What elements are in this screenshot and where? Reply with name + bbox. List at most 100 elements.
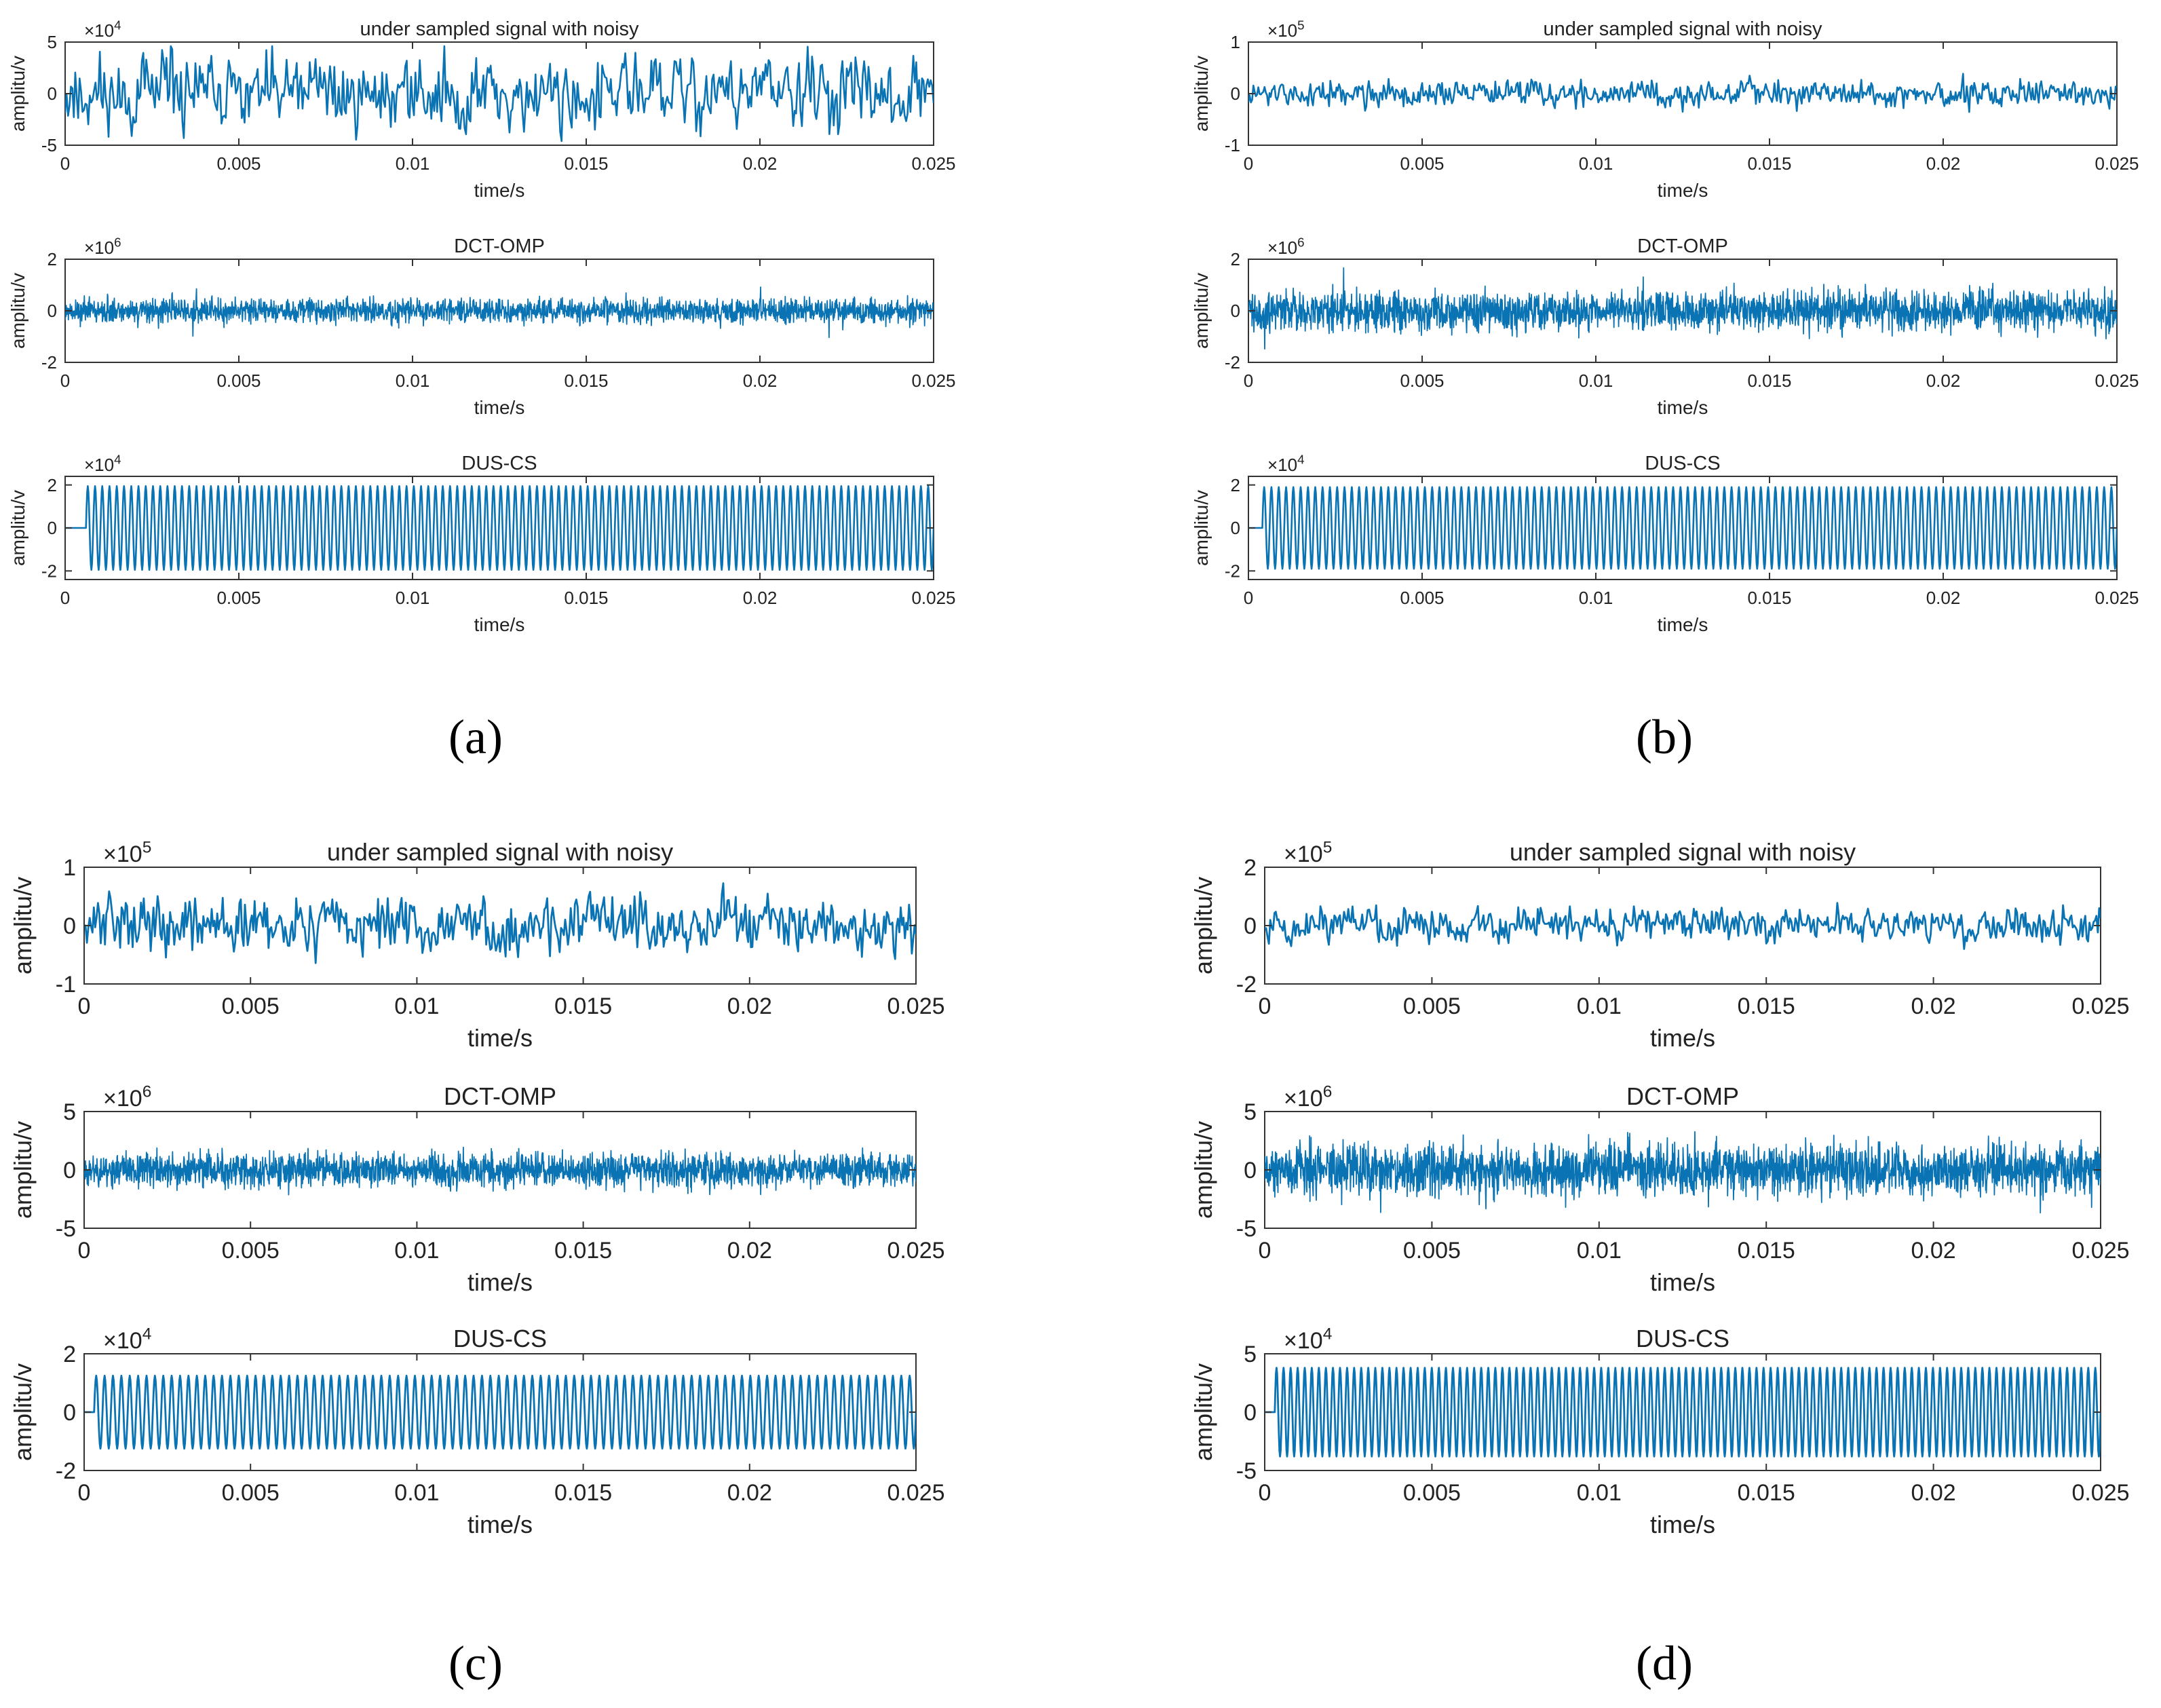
chart-a-2-xtick-label-0: 0 [60, 588, 70, 608]
chart-d-0-title: under sampled signal with noisy [1510, 838, 1856, 866]
chart-a-1-xtick-label-1: 0.005 [216, 371, 261, 391]
chart-c-0-ytick-label-0: -1 [56, 972, 76, 998]
chart-b-2-xtick-label-3: 0.015 [1747, 588, 1791, 608]
chart-c-2-xtick-label-3: 0.015 [554, 1480, 612, 1506]
chart-a-1-title: DCT-OMP [454, 235, 545, 257]
chart-a-0-xtick-label-3: 0.015 [564, 153, 608, 174]
chart-b-1-title: DCT-OMP [1637, 235, 1728, 257]
chart-a-0-xtick-label-1: 0.005 [216, 153, 261, 174]
chart-a-2: 0 0.005 0.01 0.015 0.02 0.025-202×104 DUS-CSti… [7, 453, 955, 635]
chart-c-2-xlabel: time/s [467, 1511, 533, 1538]
chart-c-2-xtick-label-5: 0.025 [887, 1480, 944, 1506]
chart-c-1-xtick-label-1: 0.005 [222, 1238, 280, 1264]
chart-b-1-ytick-label-0: -2 [1225, 352, 1240, 373]
chart-a-2-ytick-label-1: 0 [47, 518, 57, 538]
chart-d-1-xtick-label-0: 0 [1259, 1238, 1271, 1264]
chart-c-2-title: DUS-CS [453, 1325, 547, 1352]
chart-c-1-xtick-label-2: 0.01 [394, 1238, 439, 1264]
chart-c-1-multiplier: ×106 [103, 1082, 151, 1112]
chart-b-2-xtick-label-4: 0.02 [1926, 588, 1961, 608]
chart-b-1-xlabel: time/s [1658, 397, 1708, 418]
panel-d-svg: 0 0.005 0.01 0.015 0.02 0.025-202×105 under sa… [1189, 838, 2130, 1538]
chart-d-1-xtick-label-5: 0.025 [2071, 1238, 2129, 1264]
chart-a-1-xtick-label-3: 0.015 [564, 371, 608, 391]
chart-d-1-ytick-label-2: 5 [1244, 1099, 1257, 1125]
chart-d-0-xtick-label-0: 0 [1259, 993, 1271, 1019]
chart-a-0: 0 0.005 0.01 0.015 0.02 0.025-505×104 under sa… [7, 18, 955, 201]
chart-d-1-xtick-label-3: 0.015 [1738, 1238, 1795, 1264]
chart-a-2-xlabel: time/s [474, 614, 525, 635]
chart-d-1: 0 0.005 0.01 0.015 0.02 0.025-505×106 DCT-OMPt… [1189, 1082, 2130, 1296]
chart-b-2-title: DUS-CS [1645, 453, 1720, 474]
chart-c-0-xtick-label-2: 0.01 [394, 993, 439, 1019]
chart-c-1-ylabel: amplitu/v [9, 1121, 37, 1219]
chart-a-2-series-line [65, 485, 934, 571]
chart-d-2-xtick-label-0: 0 [1259, 1480, 1271, 1506]
chart-b-2-xtick-label-1: 0.005 [1400, 588, 1444, 608]
chart-b-2-xtick-label-2: 0.01 [1579, 588, 1613, 608]
chart-d-2: 0 0.005 0.01 0.015 0.02 0.025-505×104 DUS-CSti… [1189, 1325, 2130, 1538]
chart-a-0-xtick-label-2: 0.01 [396, 153, 430, 174]
chart-d-0: 0 0.005 0.01 0.015 0.02 0.025-202×105 under sa… [1189, 838, 2130, 1052]
chart-b-1-xtick-label-1: 0.005 [1400, 371, 1444, 391]
chart-c-0-xtick-label-4: 0.02 [727, 993, 772, 1019]
chart-b-1-xtick-label-2: 0.01 [1579, 371, 1613, 391]
chart-b-1: 0 0.005 0.01 0.015 0.02 0.025-202×106 DCT-OMPt… [1191, 235, 2139, 418]
chart-b-2: 0 0.005 0.01 0.015 0.02 0.025-202×104 DUS-CSti… [1191, 453, 2139, 635]
chart-c-2-xtick-label-4: 0.02 [727, 1480, 772, 1506]
chart-a-0-xlabel: time/s [474, 180, 525, 201]
panel-label-d: (d) [1636, 1636, 1693, 1690]
chart-d-1-multiplier: ×106 [1284, 1082, 1332, 1112]
chart-b-0-xtick-label-0: 0 [1244, 153, 1253, 174]
chart-c-0-multiplier: ×105 [103, 838, 151, 867]
chart-c-0-xtick-label-3: 0.015 [554, 993, 612, 1019]
chart-c-1-ytick-label-2: 5 [63, 1099, 76, 1125]
chart-b-0-ytick-label-2: 1 [1231, 32, 1240, 52]
chart-a-1-xtick-label-4: 0.02 [743, 371, 778, 391]
chart-c-2-ylabel: amplitu/v [9, 1363, 37, 1461]
chart-b-0-ytick-label-0: -1 [1225, 135, 1240, 155]
panel-label-a: (a) [448, 710, 503, 764]
chart-d-0-xtick-label-5: 0.025 [2071, 993, 2129, 1019]
chart-c-1-xlabel: time/s [467, 1268, 533, 1296]
chart-c-2-ytick-label-2: 2 [63, 1342, 76, 1367]
chart-c-1-xtick-label-3: 0.015 [554, 1238, 612, 1264]
chart-d-0-xlabel: time/s [1650, 1024, 1715, 1052]
chart-a-1-ytick-label-0: -2 [41, 352, 57, 373]
chart-b-1-xtick-label-0: 0 [1244, 371, 1253, 391]
panel-c-svg: 0 0.005 0.01 0.015 0.02 0.025-101×105 under sa… [9, 838, 945, 1538]
chart-a-0-ylabel: amplitu/v [7, 56, 28, 132]
chart-c-2-xtick-label-0: 0 [78, 1480, 91, 1506]
chart-c-1-xtick-label-5: 0.025 [887, 1238, 944, 1264]
chart-d-0-xtick-label-1: 0.005 [1403, 993, 1461, 1019]
chart-a-2-ylabel: amplitu/v [7, 490, 28, 566]
chart-c-2-multiplier: ×104 [103, 1325, 151, 1354]
chart-d-2-xtick-label-1: 0.005 [1403, 1480, 1461, 1506]
chart-a-0-xtick-label-4: 0.02 [743, 153, 778, 174]
chart-a-0-multiplier: ×104 [84, 18, 121, 41]
chart-c-2: 0 0.005 0.01 0.015 0.02 0.025-202×104 DUS-CSti… [9, 1325, 945, 1538]
chart-b-1-ylabel: amplitu/v [1191, 273, 1212, 349]
chart-b-1-ytick-label-2: 2 [1231, 249, 1240, 269]
chart-d-0-ylabel: amplitu/v [1189, 877, 1217, 974]
chart-d-1-title: DCT-OMP [1626, 1082, 1739, 1110]
chart-d-2-xtick-label-4: 0.02 [1911, 1480, 1956, 1506]
chart-d-0-multiplier: ×105 [1284, 838, 1332, 867]
chart-a-1-xtick-label-2: 0.01 [396, 371, 430, 391]
chart-d-1-xtick-label-1: 0.005 [1403, 1238, 1461, 1264]
chart-a-2-xtick-label-4: 0.02 [743, 588, 778, 608]
chart-a-2-ytick-label-2: 2 [47, 475, 57, 495]
chart-c-1-ytick-label-0: -5 [56, 1216, 76, 1242]
chart-c-0-xlabel: time/s [467, 1024, 533, 1052]
chart-a-2-xtick-label-2: 0.01 [396, 588, 430, 608]
chart-b-0-xtick-label-3: 0.015 [1747, 153, 1791, 174]
chart-c-1-ytick-label-1: 0 [63, 1158, 76, 1183]
chart-b-2-xtick-label-5: 0.025 [2095, 588, 2139, 608]
chart-c-0-ylabel: amplitu/v [9, 877, 37, 974]
chart-b-0-xlabel: time/s [1658, 180, 1708, 201]
chart-b-0-ytick-label-1: 0 [1231, 83, 1240, 104]
chart-b-2-ylabel: amplitu/v [1191, 490, 1212, 566]
chart-a-1-ytick-label-1: 0 [47, 301, 57, 321]
chart-d-0-ytick-label-1: 0 [1244, 913, 1257, 939]
